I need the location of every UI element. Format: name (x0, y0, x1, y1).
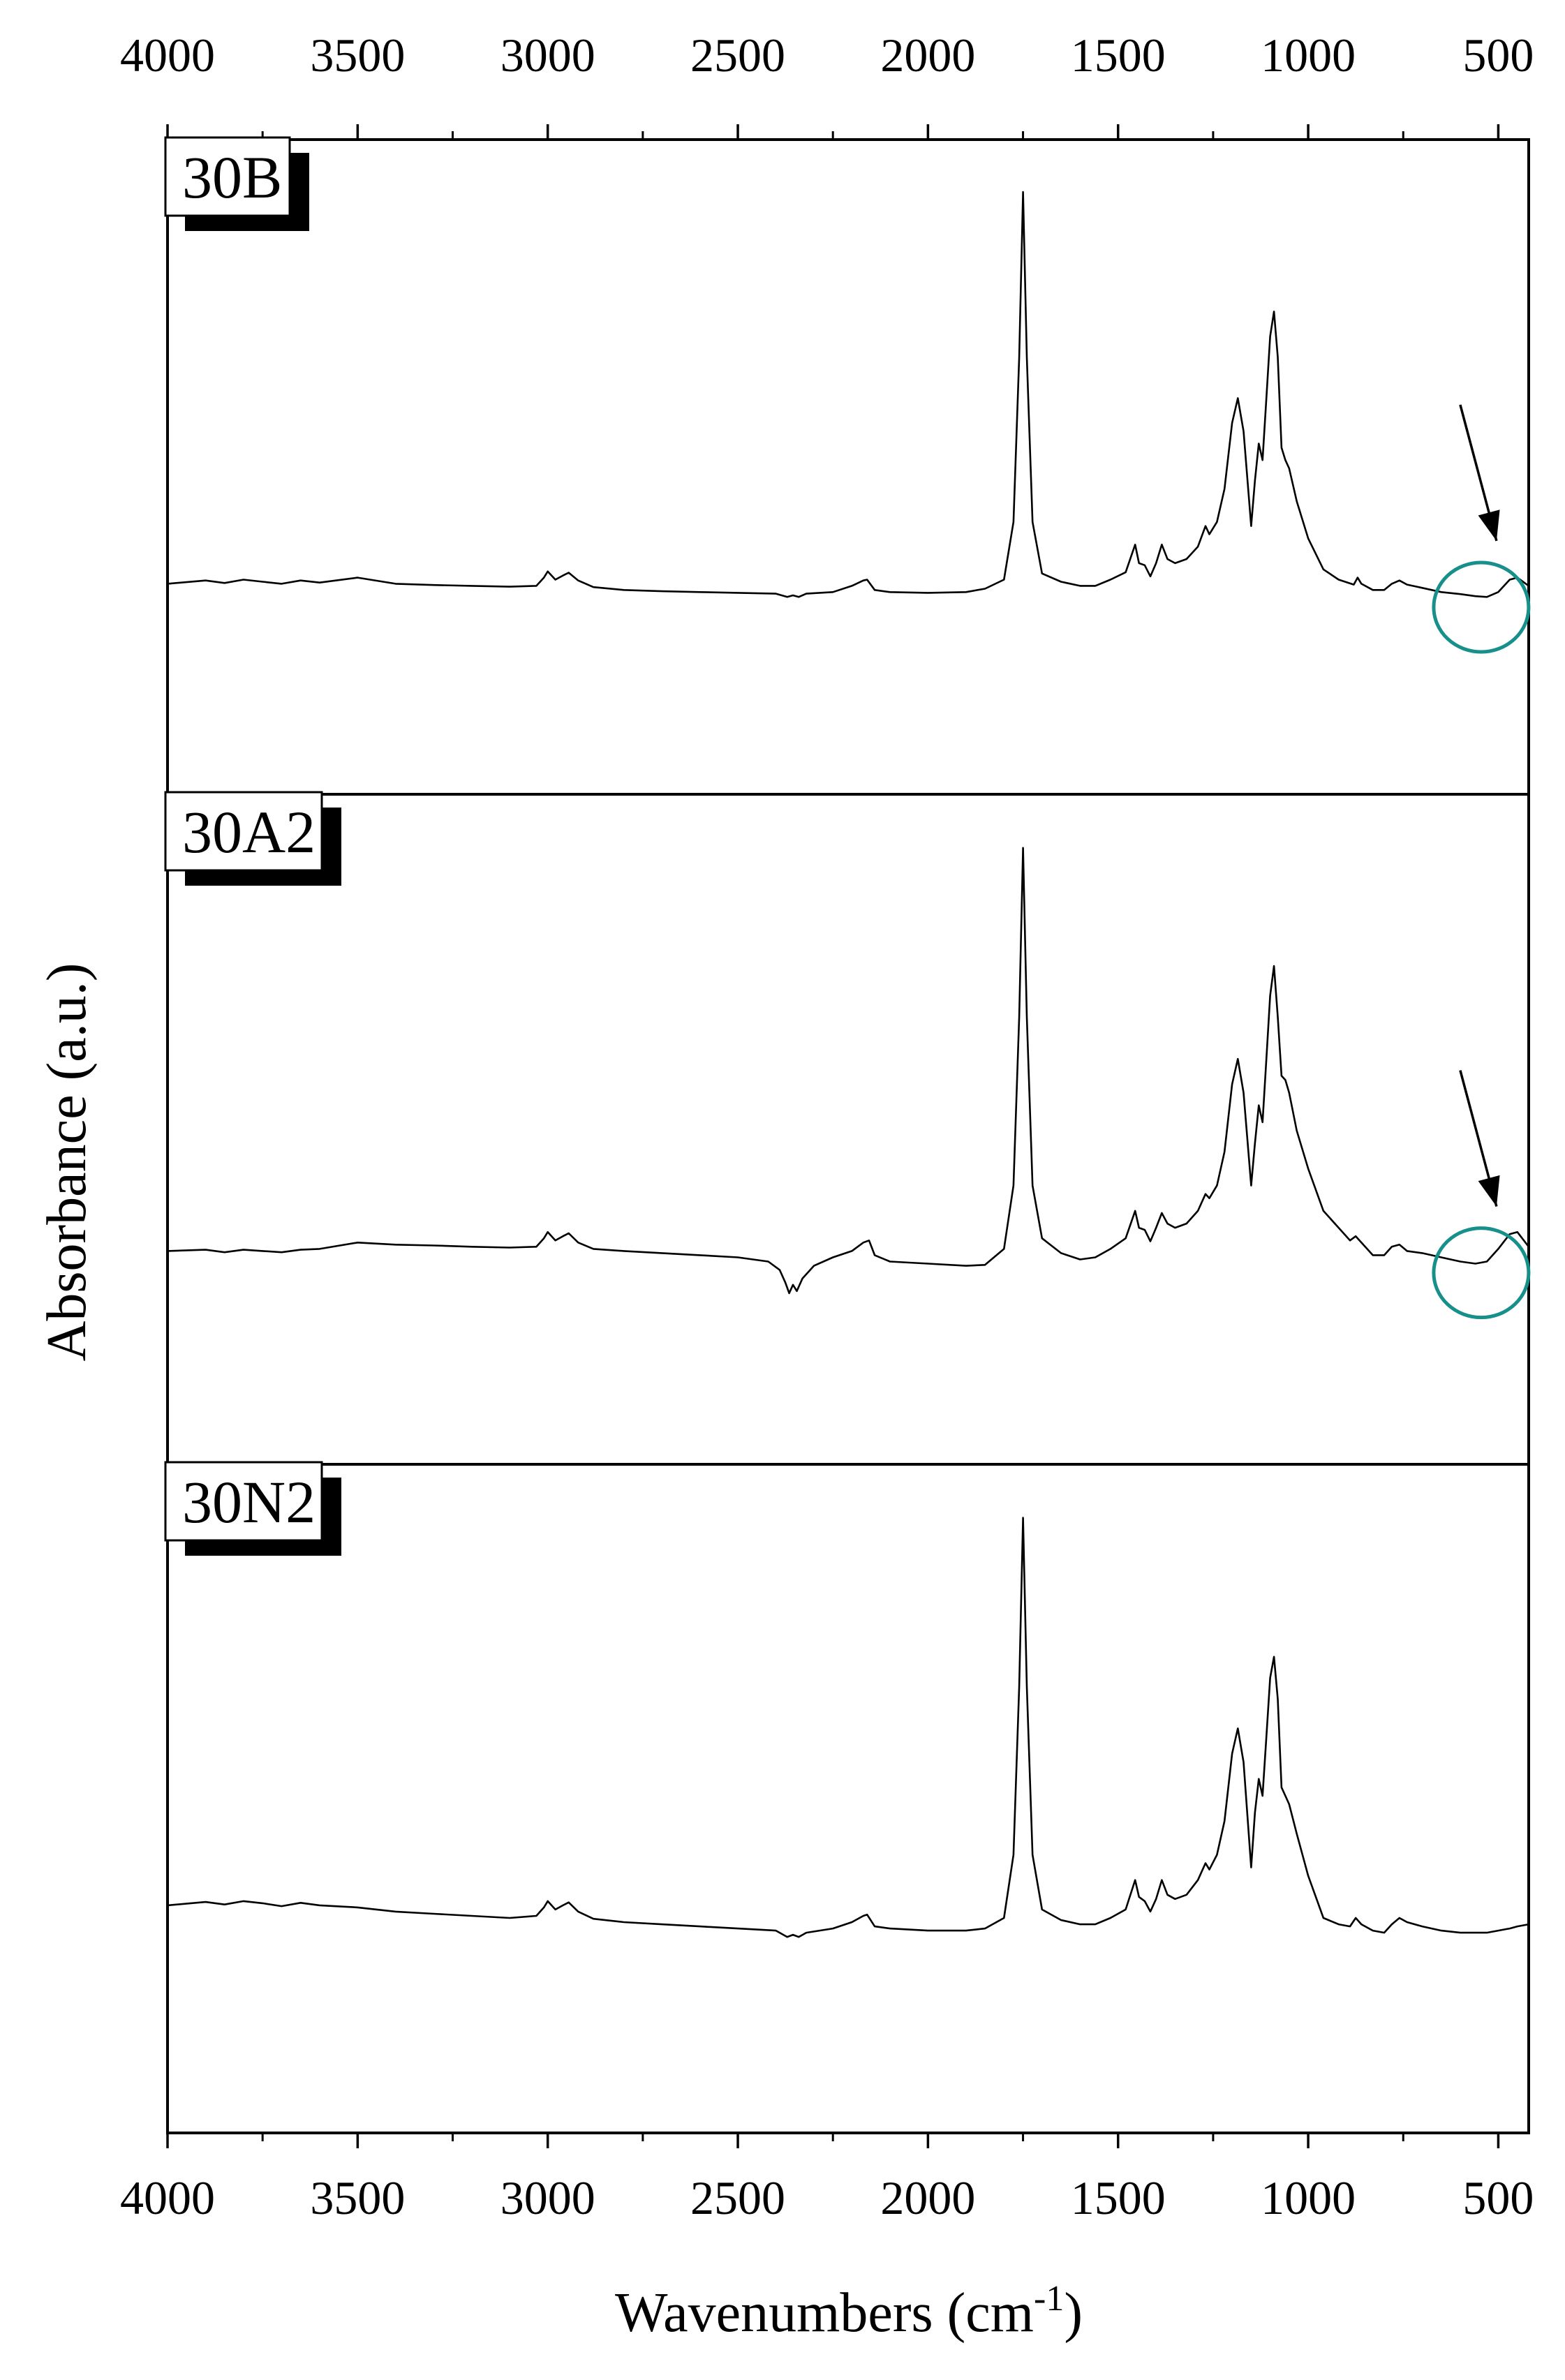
panel-30n2: 30N2 (164, 1461, 1530, 2134)
x-tick-label-top: 3500 (310, 29, 405, 82)
panel-frame (166, 1463, 1530, 2134)
x-axis-title: Wavenumbers (cm-1) (615, 2279, 1083, 2344)
panel-30a2: 30A2 (164, 791, 1531, 1466)
x-tick-label-top: 2500 (690, 29, 785, 82)
panel-label: 30N2 (182, 1468, 316, 1535)
x-tick-label-bottom: 3000 (500, 2171, 595, 2224)
x-tick-label-top: 500 (1462, 29, 1534, 82)
spectrum-line (167, 1517, 1529, 1938)
x-tick-label-top: 2000 (880, 29, 975, 82)
bottom-x-axis: 4000 3500 3000 2500 2000 1500 1000 500 (120, 2133, 1534, 2224)
highlight-circle (1432, 1226, 1531, 1320)
highlight-circle (1432, 560, 1531, 654)
x-tick-label-top: 1500 (1071, 29, 1166, 82)
y-axis-title: Absorbance (a.u.) (36, 963, 98, 1362)
x-tick-label-bottom: 1000 (1261, 2171, 1356, 2224)
panel-label: 30B (182, 144, 282, 211)
spectrum-line (167, 191, 1529, 598)
x-tick-label-bottom: 2000 (880, 2171, 975, 2224)
x-tick-label-bottom: 1500 (1071, 2171, 1166, 2224)
panel-label-box (164, 791, 323, 872)
x-tick-label-top: 4000 (120, 29, 215, 82)
arrow-head (1478, 1175, 1500, 1207)
x-tick-label-bottom: 500 (1462, 2171, 1534, 2224)
spectra-panels: 30B 30A2 30N2 (164, 136, 1531, 2134)
panel-label-box (164, 136, 291, 217)
x-tick-label-top: 1000 (1261, 29, 1356, 82)
spectrum-line (167, 847, 1530, 1295)
arrow-head (1478, 510, 1500, 541)
panel-label: 30A2 (182, 798, 316, 865)
panel-frame (166, 793, 1530, 1466)
x-tick-label-top: 3000 (500, 29, 595, 82)
x-tick-label-bottom: 2500 (690, 2171, 785, 2224)
top-x-axis: 4000 3500 3000 2500 2000 1500 1000 500 (120, 29, 1534, 140)
x-axis-title-superscript: -1 (1034, 2279, 1064, 2319)
x-tick-label-bottom: 3500 (310, 2171, 405, 2224)
panel-label-box (164, 1461, 323, 1542)
panel-30b: 30B (164, 136, 1531, 796)
x-tick-label-bottom: 4000 (120, 2171, 215, 2224)
panel-frame (166, 138, 1530, 796)
